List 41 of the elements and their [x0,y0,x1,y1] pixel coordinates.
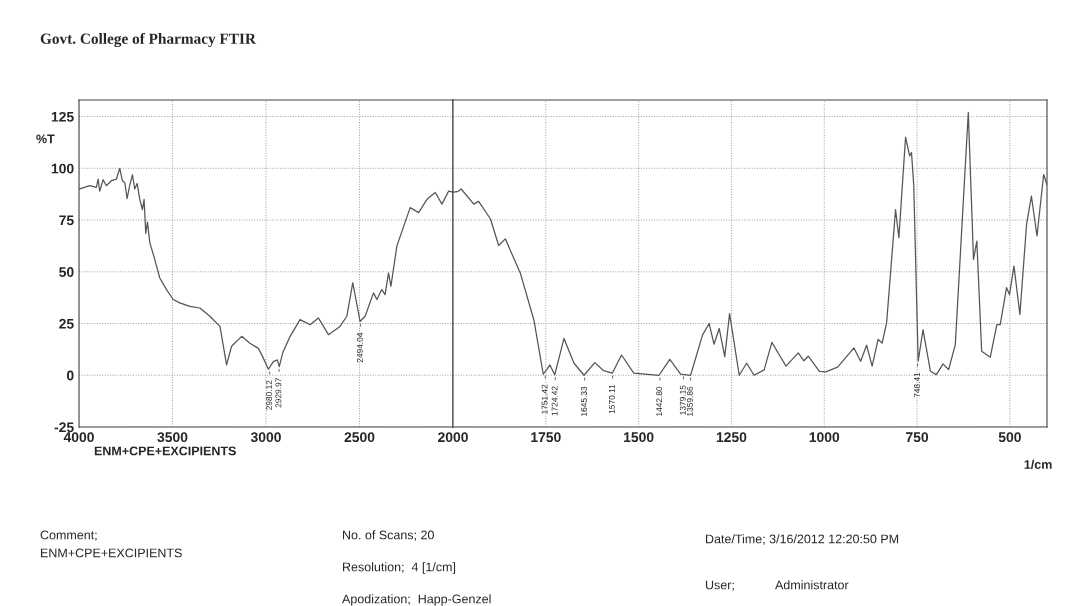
x-tick-label: 3500 [157,432,188,443]
annotation: 1359.86 [686,386,693,416]
y-tick-label: 75 [59,215,74,226]
annotation: 2929.97 [275,378,282,408]
y-tick-label: 100 [51,163,74,174]
x-tick-label: 1500 [624,432,654,443]
text: ENM+CPE+EXCIPIENTS [41,548,182,558]
annotation: 2494.04 [356,332,363,363]
annotation: 1645.33 [581,386,587,416]
annotation: 1379.15 [679,385,686,415]
text: User; [705,580,734,591]
x-tick-label: 2000 [438,432,468,443]
x-axis-title: 1/cm [1024,459,1052,470]
x-tick-label: 1750 [531,432,561,443]
x-tick-label: 3000 [250,432,281,443]
y-tick-label: 25 [59,318,74,329]
y-tick-label: -25 [54,422,74,433]
annotation: 2980.12 [266,380,272,410]
x-tick-label: 500 [998,432,1021,443]
x-tick-label: 1250 [716,432,747,443]
annotation: 1751.42 [541,384,548,414]
y-tick-label: 0 [66,370,74,381]
text: ENM+CPE+EXCIPIENTS [94,446,236,456]
text: Administrator [775,580,849,590]
x-tick-label: 1000 [809,432,840,443]
text: Date/Time; 3/16/2012 12:20:50 PM [706,534,899,545]
text: No. of Scans; 20 [343,530,434,541]
annotation: 1570.11 [608,384,615,414]
text: Resolution; 4 [1/cm] [343,562,456,574]
x-tick-label: 2500 [344,432,375,443]
text: Comment; [40,530,97,541]
text: Apodization; Happ-Genzel [342,594,491,606]
y-tick-label: 125 [51,111,74,122]
y-axis-title: %T [36,134,55,144]
annotation: 1724.42 [551,386,558,416]
y-tick-label: 50 [59,267,74,277]
chart-title: Govt. College of Pharmacy FTIR [40,32,257,48]
x-tick-label: 750 [906,432,929,443]
annotation: 1442.80 [656,386,663,416]
annotation: 748.41 [913,372,920,398]
x-tick-label: 4000 [63,432,94,443]
